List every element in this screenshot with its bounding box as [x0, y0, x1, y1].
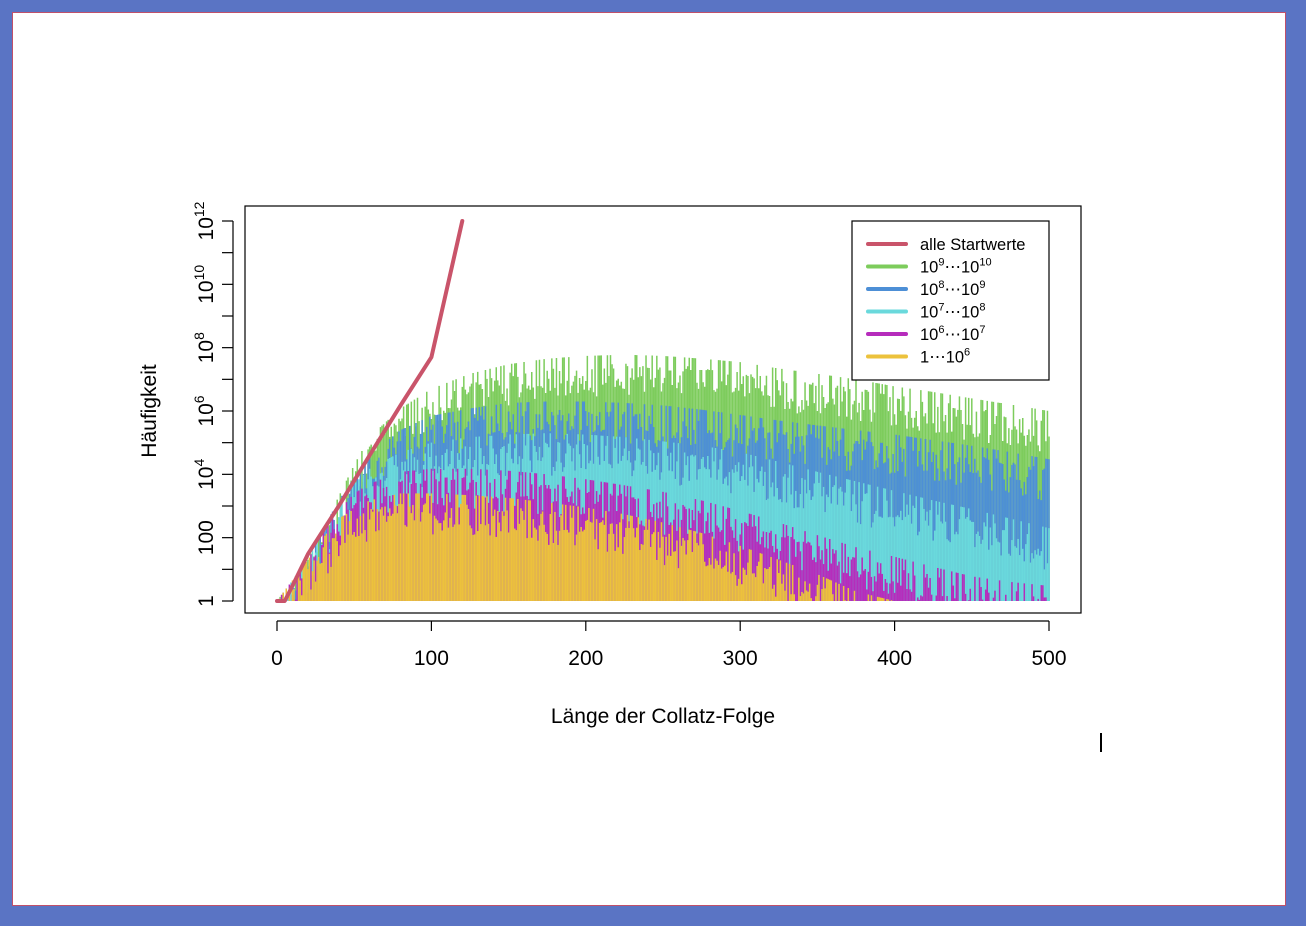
- legend-exponent: 7: [979, 324, 985, 336]
- legend-base: 10: [946, 349, 964, 367]
- legend-exponent: 9: [979, 279, 985, 291]
- line-layer: [275, 219, 465, 603]
- legend: alle Startwerte109⋯1010108⋯109107⋯108106…: [851, 220, 1050, 381]
- y-tick-base: 10: [195, 467, 218, 490]
- x-tick-label: 400: [877, 647, 912, 670]
- legend-label: 107⋯108: [920, 302, 985, 322]
- y-tick-exponent: 10: [191, 265, 207, 281]
- legend-separator: ⋯: [944, 281, 961, 299]
- legend-base: 10: [920, 326, 938, 344]
- legend-base: 10: [961, 304, 979, 322]
- legend-exponent: 6: [964, 347, 970, 359]
- legend-exponent: 8: [938, 279, 944, 291]
- y-tick-label: 100: [195, 520, 218, 555]
- y-tick-base: 10: [195, 280, 218, 303]
- legend-exponent: 9: [938, 257, 944, 269]
- y-tick-exponent: 8: [191, 332, 207, 340]
- y-tick-exponent: 6: [191, 395, 207, 403]
- y-tick-base: 10: [195, 403, 218, 426]
- x-tick-label: 0: [271, 647, 283, 670]
- plot-box: [244, 205, 1082, 614]
- legend-exponent: 8: [979, 302, 985, 314]
- legend-separator: ⋯: [944, 259, 961, 277]
- y-tick-label: 104: [191, 459, 218, 490]
- x-axis: 0 100 200 300 400 500: [271, 620, 1067, 670]
- x-axis-label: Länge der Collatz-Folge: [551, 705, 775, 728]
- y-tick-exponent: 4: [191, 459, 207, 467]
- legend-label: 109⋯1010: [920, 257, 992, 277]
- legend-separator: ⋯: [944, 326, 961, 344]
- y-tick-base: 10: [195, 217, 218, 240]
- legend-separator: ⋯: [929, 349, 946, 367]
- legend-label: alle Startwerte: [920, 236, 1025, 254]
- legend-base: 1: [920, 349, 929, 367]
- y-tick-label: 108: [191, 332, 218, 363]
- x-tick-label: 300: [723, 647, 758, 670]
- y-tick-exponent: 12: [191, 201, 207, 217]
- legend-base: 10: [961, 259, 979, 277]
- legend-base: 10: [920, 304, 938, 322]
- y-tick-base: 10: [195, 340, 218, 363]
- x-tick-label: 200: [568, 647, 603, 670]
- legend-text: alle Startwerte: [920, 236, 1025, 254]
- legend-box: [851, 220, 1050, 381]
- y-tick-text: 100: [195, 520, 218, 555]
- legend-exponent: 7: [938, 302, 944, 314]
- y-tick-label: 1012: [191, 201, 218, 240]
- series-line-alle-startwerte: [275, 219, 465, 603]
- x-tick-label: 100: [414, 647, 449, 670]
- y-tick-label: 1010: [191, 265, 218, 304]
- legend-separator: ⋯: [944, 304, 961, 322]
- legend-exponent: 6: [938, 324, 944, 336]
- legend-base: 10: [920, 281, 938, 299]
- y-tick-text: 1: [195, 595, 218, 607]
- bars-layer: [277, 355, 1050, 601]
- figure-frame: 0 100 200 300 400 500 1 100 104 106 108 1010 1012 L…: [12, 12, 1286, 906]
- y-axis-label: Häufigkeit: [138, 364, 161, 458]
- legend-base: 10: [920, 259, 938, 277]
- legend-label: 108⋯109: [920, 279, 985, 299]
- legend-exponent: 10: [979, 257, 991, 269]
- legend-base: 10: [961, 281, 979, 299]
- legend-label: 106⋯107: [920, 324, 985, 344]
- legend-base: 10: [961, 326, 979, 344]
- legend-label: 1⋯106: [920, 347, 970, 367]
- y-tick-label: 1: [195, 595, 218, 607]
- x-tick-label: 500: [1031, 647, 1066, 670]
- series-5-bars: [282, 493, 893, 601]
- y-tick-label: 106: [191, 395, 218, 426]
